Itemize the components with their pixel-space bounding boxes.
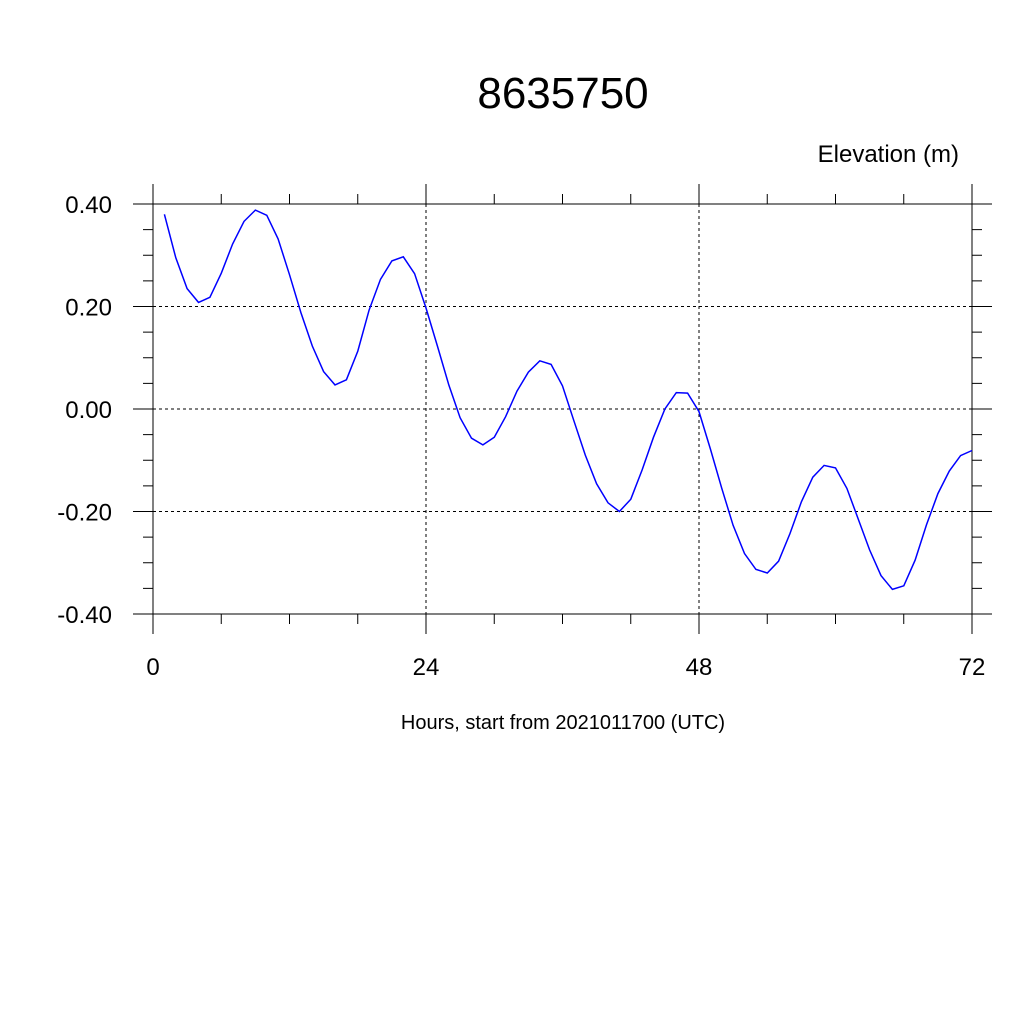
minor-ticks (143, 194, 982, 624)
y-tick-labels: 0.40 0.20 0.00 -0.20 -0.40 (57, 192, 112, 629)
x-tick-label-1: 24 (413, 654, 440, 681)
y-tick-label-2: 0.00 (65, 397, 112, 424)
plot-frame (152, 203, 973, 615)
y-tick-label-4: -0.40 (57, 602, 112, 629)
series-line (163, 209, 973, 591)
x-tick-label-2: 48 (686, 654, 713, 681)
chart-title: 8635750 (477, 69, 648, 118)
x-axis-label: Hours, start from 2021011700 (UTC) (401, 712, 725, 734)
y-axis-unit-label: Elevation (m) (818, 141, 959, 168)
x-tick-labels: 0 24 48 72 (146, 654, 985, 681)
grid-lines (153, 204, 972, 614)
y-tick-label-3: -0.20 (57, 500, 112, 527)
x-tick-label-3: 72 (959, 654, 986, 681)
y-tick-label-1: 0.20 (65, 295, 112, 322)
major-ticks (133, 184, 992, 634)
x-tick-label-0: 0 (146, 654, 159, 681)
y-tick-label-0: 0.40 (65, 192, 112, 219)
